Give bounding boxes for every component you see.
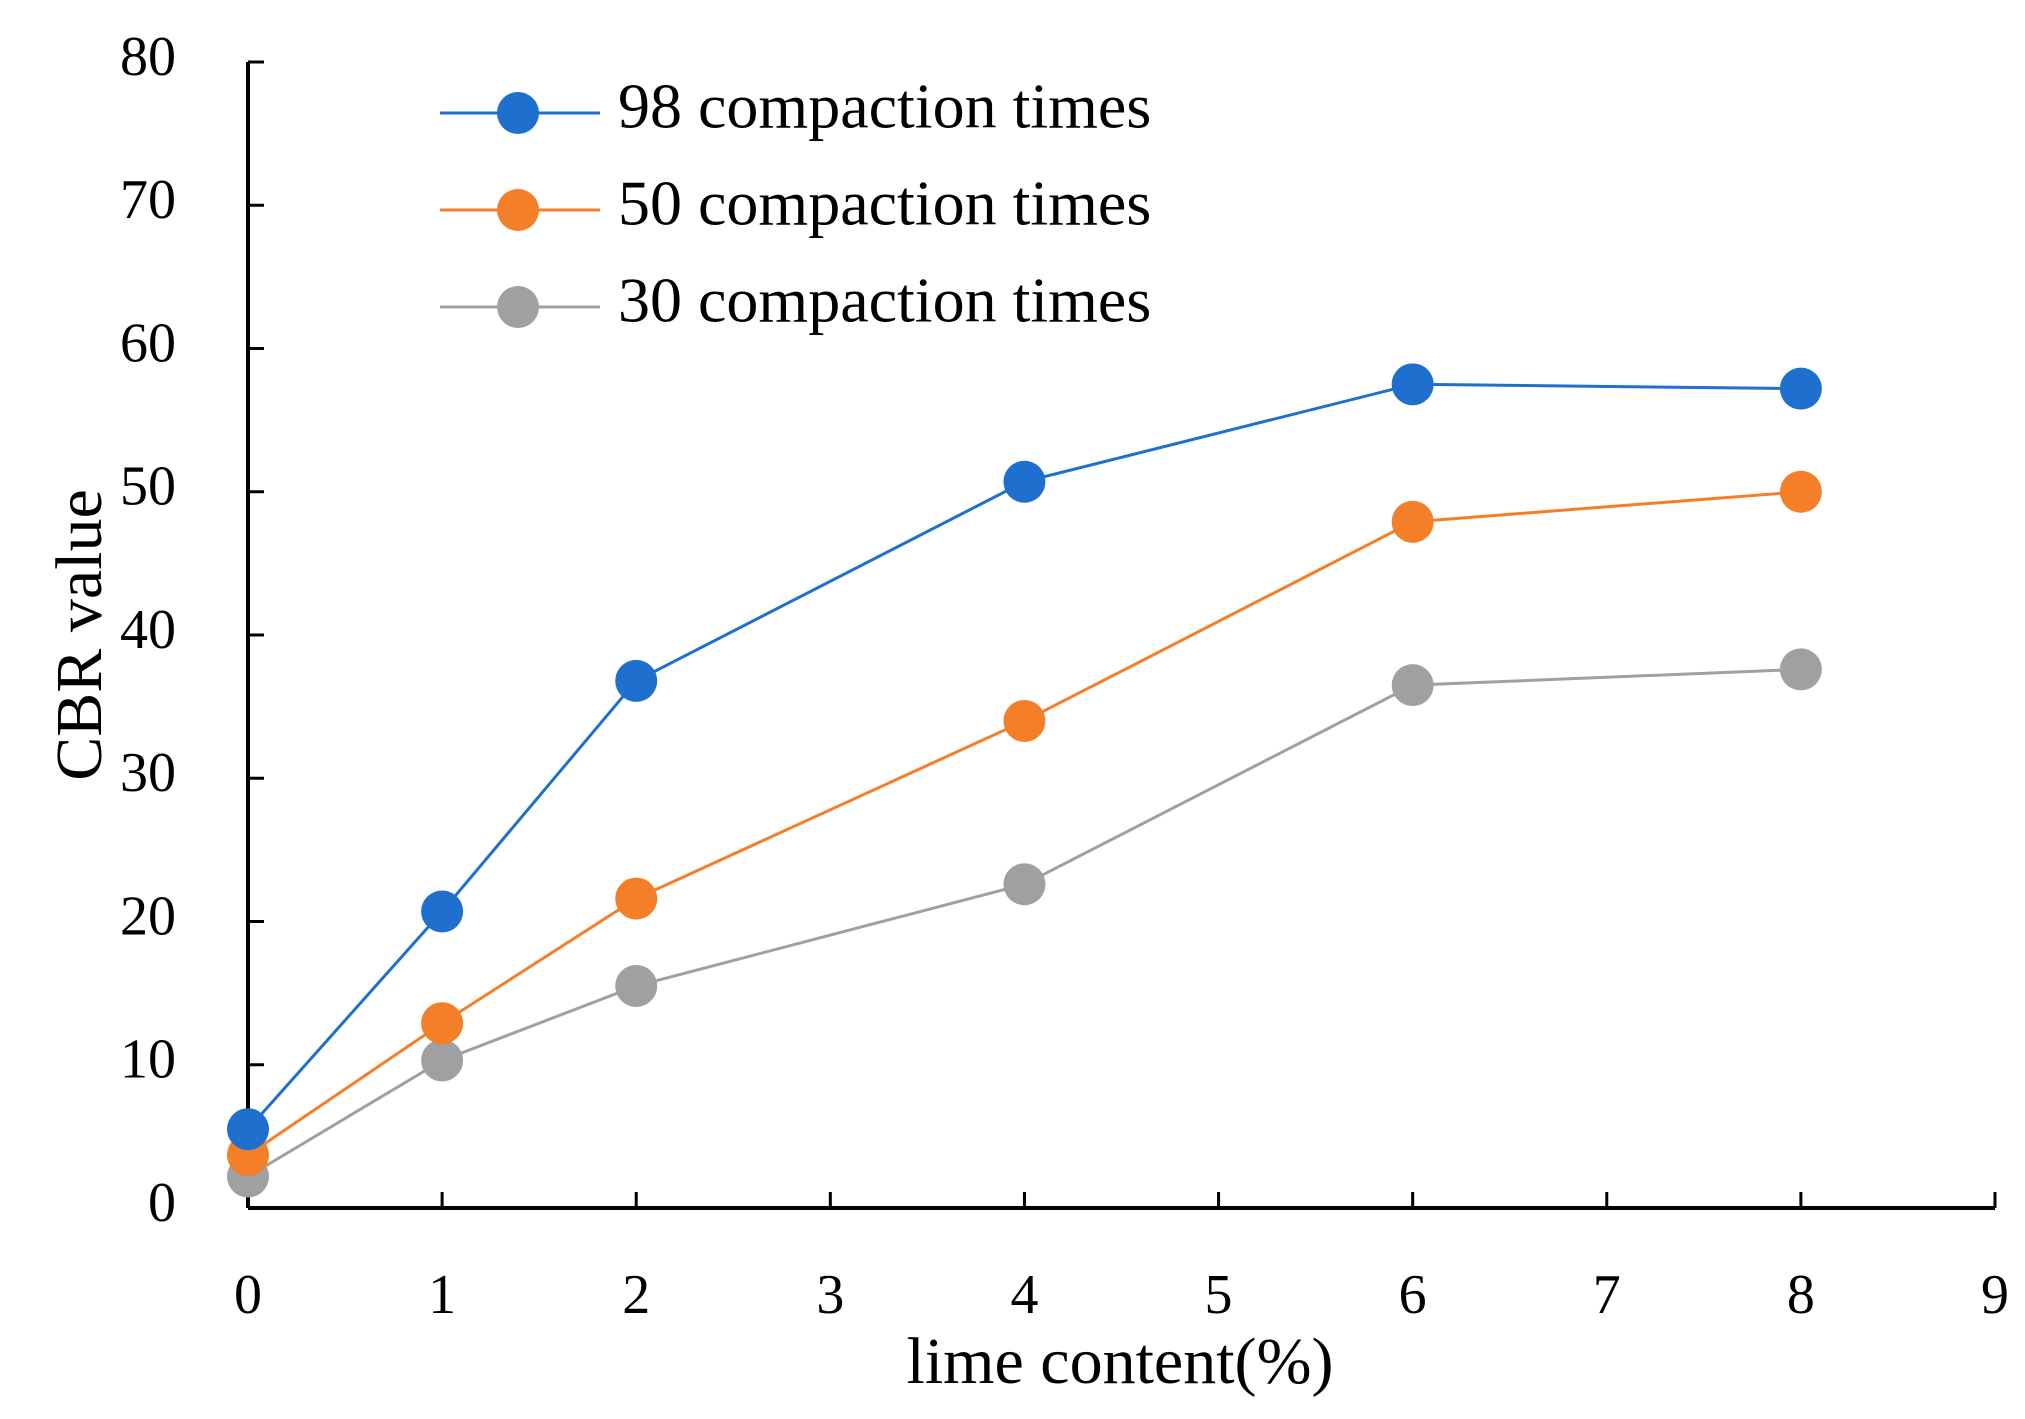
series-line-50 [247, 490, 1802, 1157]
y-tick-label: 60 [120, 312, 176, 374]
x-tick-label: 9 [1981, 1264, 2009, 1326]
x-tick-label: 5 [1205, 1264, 1233, 1326]
data-point-50 [1779, 470, 1822, 513]
legend-item-98: 98 compaction times [440, 71, 1151, 142]
legend-marker [497, 189, 539, 231]
data-point-50 [615, 877, 658, 920]
data-point-30 [615, 964, 658, 1007]
x-tick-label: 7 [1593, 1264, 1621, 1326]
y-tick-label: 10 [120, 1029, 176, 1091]
x-tick-label: 4 [1010, 1264, 1038, 1326]
data-point-98 [421, 890, 464, 933]
data-point-50 [421, 1002, 464, 1045]
data-point-50 [1003, 699, 1046, 742]
data-point-98 [1391, 363, 1434, 406]
y-tick-label: 70 [120, 169, 176, 231]
y-tick-label: 30 [120, 742, 176, 804]
legend-item-30: 30 compaction times [440, 265, 1151, 336]
series-layer [227, 363, 1822, 1198]
x-tick-label: 6 [1399, 1264, 1427, 1326]
x-tick-label: 8 [1787, 1264, 1815, 1326]
data-point-30 [1003, 863, 1046, 906]
y-tick-label: 0 [148, 1172, 176, 1234]
data-point-30 [421, 1039, 464, 1082]
legend-label: 50 compaction times [618, 168, 1151, 239]
data-point-30 [1779, 648, 1822, 691]
legend-marker [497, 286, 539, 328]
legend-item-50: 50 compaction times [440, 168, 1151, 239]
legend-label: 98 compaction times [618, 71, 1151, 142]
x-tick-label: 0 [234, 1264, 262, 1326]
y-axis-title: CBR value [43, 489, 116, 781]
data-point-98 [1003, 460, 1046, 503]
y-tick-label: 50 [120, 456, 176, 518]
legend-label: 30 compaction times [618, 265, 1151, 336]
legend-marker [497, 92, 539, 134]
series-line-30 [247, 667, 1801, 1178]
series-line-98 [246, 382, 1801, 1131]
x-ticks: 0 1 2 3 4 5 6 7 8 9 [234, 1192, 2009, 1326]
y-ticks: 0 10 20 30 40 50 60 70 80 [120, 26, 264, 1234]
data-point-50 [1391, 500, 1434, 543]
data-point-98 [1779, 367, 1822, 410]
data-point-98 [227, 1108, 269, 1151]
x-axis-title: lime content(%) [906, 1325, 1333, 1398]
x-tick-label: 2 [622, 1264, 650, 1326]
y-tick-label: 40 [120, 599, 176, 661]
data-point-30 [1391, 664, 1434, 707]
y-tick-label: 80 [120, 26, 176, 88]
y-tick-label: 20 [120, 885, 176, 947]
data-point-98 [615, 659, 658, 702]
x-tick-label: 3 [816, 1264, 844, 1326]
legend: 98 compaction times 50 compaction times 30… [440, 71, 1151, 336]
x-tick-label: 1 [428, 1264, 456, 1326]
